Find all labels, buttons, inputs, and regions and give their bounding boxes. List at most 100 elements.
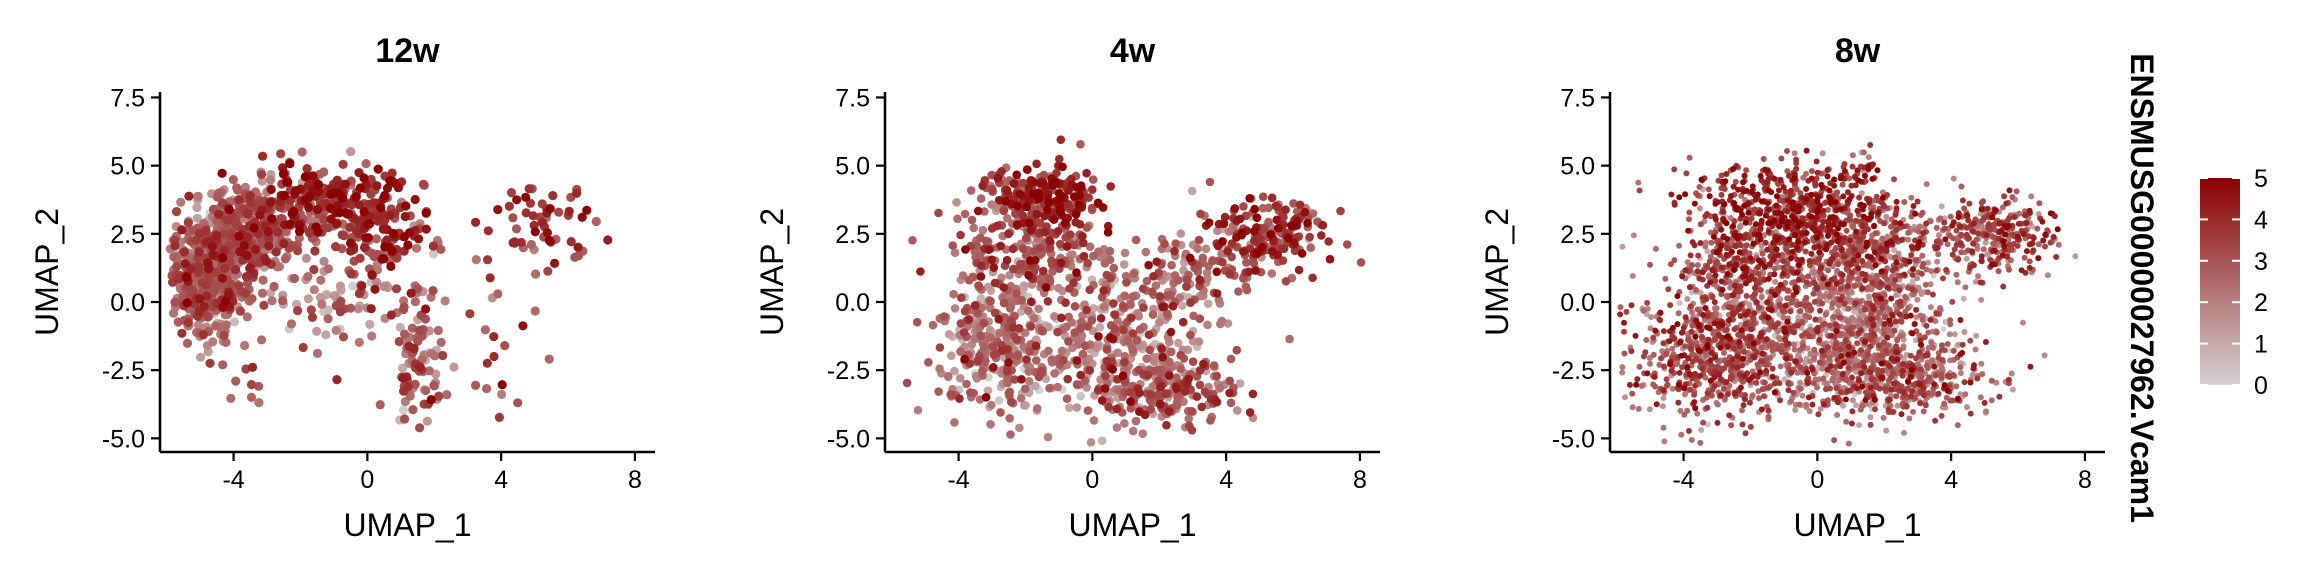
data-point	[317, 299, 327, 309]
data-point	[531, 269, 541, 279]
data-point	[1251, 266, 1260, 275]
data-point	[1953, 271, 1960, 278]
data-point	[300, 172, 310, 182]
data-point	[912, 317, 922, 327]
data-point	[1811, 268, 1817, 275]
data-point	[1081, 358, 1091, 367]
data-point	[1281, 277, 1291, 286]
data-point	[1163, 291, 1172, 300]
data-point	[1006, 316, 1016, 325]
data-point	[1669, 345, 1676, 352]
data-point	[257, 176, 267, 186]
data-point	[1058, 355, 1068, 365]
data-point	[1020, 401, 1029, 410]
data-point	[1031, 381, 1040, 391]
data-point	[1829, 377, 1836, 384]
data-point	[201, 225, 211, 236]
data-point	[1232, 406, 1242, 415]
data-point	[194, 247, 204, 257]
data-point	[1043, 297, 1053, 306]
data-point	[255, 210, 265, 220]
data-point	[1203, 320, 1212, 330]
data-point	[1161, 389, 1170, 399]
data-point	[2009, 194, 2016, 201]
data-point	[1638, 383, 1645, 389]
data-point	[971, 371, 981, 381]
data-point	[1686, 154, 1693, 161]
data-point	[1237, 230, 1247, 239]
data-point	[545, 204, 555, 214]
data-point	[956, 319, 966, 328]
data-point	[987, 184, 997, 194]
data-point	[258, 275, 268, 285]
data-point	[365, 219, 375, 229]
data-point	[1950, 175, 1957, 182]
data-point	[924, 358, 933, 367]
data-point	[1704, 248, 1711, 255]
data-point	[1927, 281, 1934, 288]
data-point	[177, 328, 187, 338]
data-point	[426, 395, 436, 405]
data-point	[1218, 237, 1227, 246]
data-point	[1958, 249, 1965, 256]
data-point	[1203, 299, 1213, 309]
data-point	[990, 278, 1000, 288]
data-point	[1045, 383, 1054, 393]
data-point	[1128, 345, 1137, 354]
data-point	[1016, 394, 1026, 403]
data-point	[530, 227, 540, 237]
data-point	[1978, 296, 1985, 303]
data-point	[1007, 397, 1016, 407]
data-point	[962, 379, 971, 389]
data-point	[1103, 221, 1113, 231]
data-point	[1145, 345, 1154, 355]
data-point	[373, 164, 383, 174]
data-point	[1182, 282, 1191, 292]
data-point	[1024, 376, 1034, 386]
data-point	[1026, 322, 1036, 331]
data-point	[254, 381, 264, 391]
data-point	[1220, 212, 1230, 222]
data-point	[310, 246, 320, 256]
data-point	[1044, 346, 1053, 356]
data-point	[1230, 204, 1240, 213]
data-point	[323, 223, 333, 233]
data-point	[1269, 236, 1278, 246]
data-point	[603, 235, 613, 245]
data-point	[1092, 343, 1102, 353]
data-point	[976, 331, 986, 341]
data-point	[1050, 312, 1059, 321]
data-point	[1153, 390, 1162, 400]
data-point	[1984, 251, 1991, 258]
data-point	[1166, 327, 1176, 337]
data-point	[182, 298, 192, 308]
data-point	[526, 239, 537, 250]
data-point	[415, 362, 425, 372]
data-point	[577, 212, 587, 222]
data-point	[988, 342, 998, 351]
data-point	[1062, 242, 1072, 251]
data-point	[1880, 414, 1887, 421]
data-point	[1163, 309, 1172, 319]
data-point	[1972, 346, 1979, 353]
data-point	[1908, 194, 1915, 201]
data-point	[170, 241, 180, 251]
data-point	[242, 312, 252, 322]
data-point	[950, 418, 959, 427]
data-point	[207, 241, 217, 251]
data-point	[1920, 408, 1927, 415]
data-point	[307, 312, 317, 322]
data-point	[1647, 360, 1653, 367]
data-point	[1267, 193, 1277, 203]
data-point	[1922, 281, 1929, 288]
data-point	[1131, 235, 1141, 245]
data-point	[935, 364, 944, 374]
data-point	[1235, 379, 1245, 388]
data-point	[1129, 269, 1139, 278]
data-point	[2013, 188, 2020, 195]
data-point	[1980, 246, 1987, 253]
data-point	[950, 304, 960, 313]
data-point	[1180, 387, 1190, 396]
data-point	[1186, 330, 1195, 340]
